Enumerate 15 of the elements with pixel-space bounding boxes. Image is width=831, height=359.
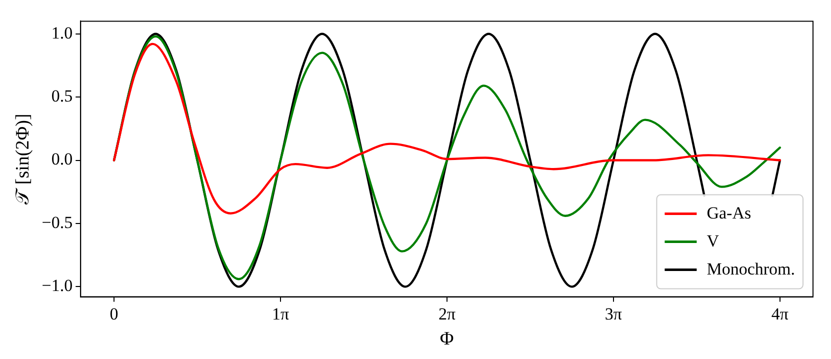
y-tick-label: 1.0 [51,23,73,42]
x-tick-label: 3π [604,304,622,324]
legend-label: V [706,231,720,250]
y-tick-label: 0.0 [51,150,73,169]
x-tick-label: 0 [110,304,118,324]
y-tick-label: 0.5 [51,86,73,106]
y-axis-title: 𝒯 [sin(2Φ)] [12,114,34,204]
legend-label: Monochrom. [706,259,795,278]
x-axis-title: Φ [440,328,454,350]
x-tick-label: 4π [771,304,789,324]
x-tick-label: 1π [272,304,290,324]
y-tick-label: −0.5 [42,212,73,232]
y-tick-label: −1.0 [42,276,73,296]
x-tick-label: 2π [438,304,456,324]
legend-label: Ga-As [706,203,752,222]
